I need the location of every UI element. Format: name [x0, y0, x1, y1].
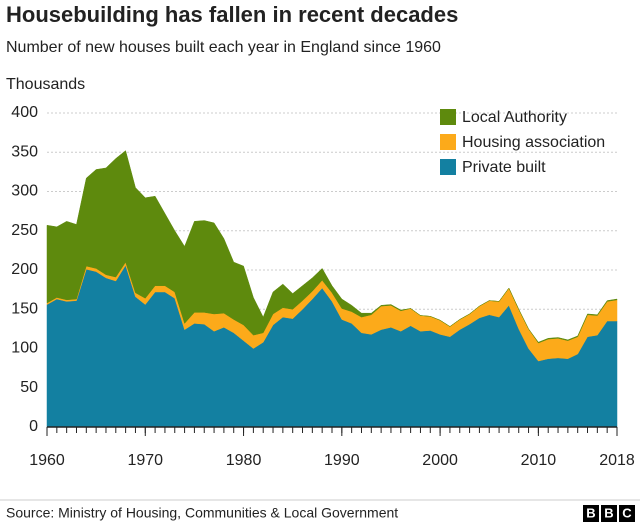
y-axis-label: Thousands — [6, 76, 85, 93]
y-tick-label: 100 — [11, 340, 38, 357]
y-tick-label: 400 — [11, 104, 38, 121]
y-tick-label: 50 — [20, 379, 38, 396]
legend-swatch — [440, 159, 456, 175]
x-tick-label: 1980 — [226, 452, 262, 469]
legend-label: Housing association — [462, 134, 605, 151]
x-tick-label: 2010 — [521, 452, 557, 469]
chart-title: Housebuilding has fallen in recent decad… — [6, 2, 458, 27]
x-tick-label: 2000 — [422, 452, 458, 469]
legend-swatch — [440, 109, 456, 125]
logo-letter: C — [622, 505, 632, 520]
area — [46, 150, 618, 344]
logo-letter: B — [604, 505, 613, 520]
chart-subtitle: Number of new houses built each year in … — [6, 39, 441, 56]
logo-box — [619, 505, 635, 522]
y-tick-label: 250 — [11, 222, 38, 239]
legend-swatch — [440, 134, 456, 150]
y-tick-label: 300 — [11, 183, 38, 200]
x-tick-label: 1970 — [127, 452, 163, 469]
y-tick-label: 0 — [29, 418, 38, 435]
logo-letter: B — [586, 505, 595, 520]
legend-label: Local Authority — [462, 109, 567, 126]
legend-label: Private built — [462, 159, 546, 176]
x-tick-label: 2018 — [599, 452, 635, 469]
x-tick-label: 1960 — [29, 452, 65, 469]
logo-box — [583, 505, 599, 522]
x-tick-label: 1990 — [324, 452, 360, 469]
y-tick-label: 200 — [11, 261, 38, 278]
source: Source: Ministry of Housing, Communities… — [6, 505, 398, 521]
y-tick-label: 350 — [11, 143, 38, 160]
logo-box — [601, 505, 617, 522]
y-tick-label: 150 — [11, 300, 38, 317]
